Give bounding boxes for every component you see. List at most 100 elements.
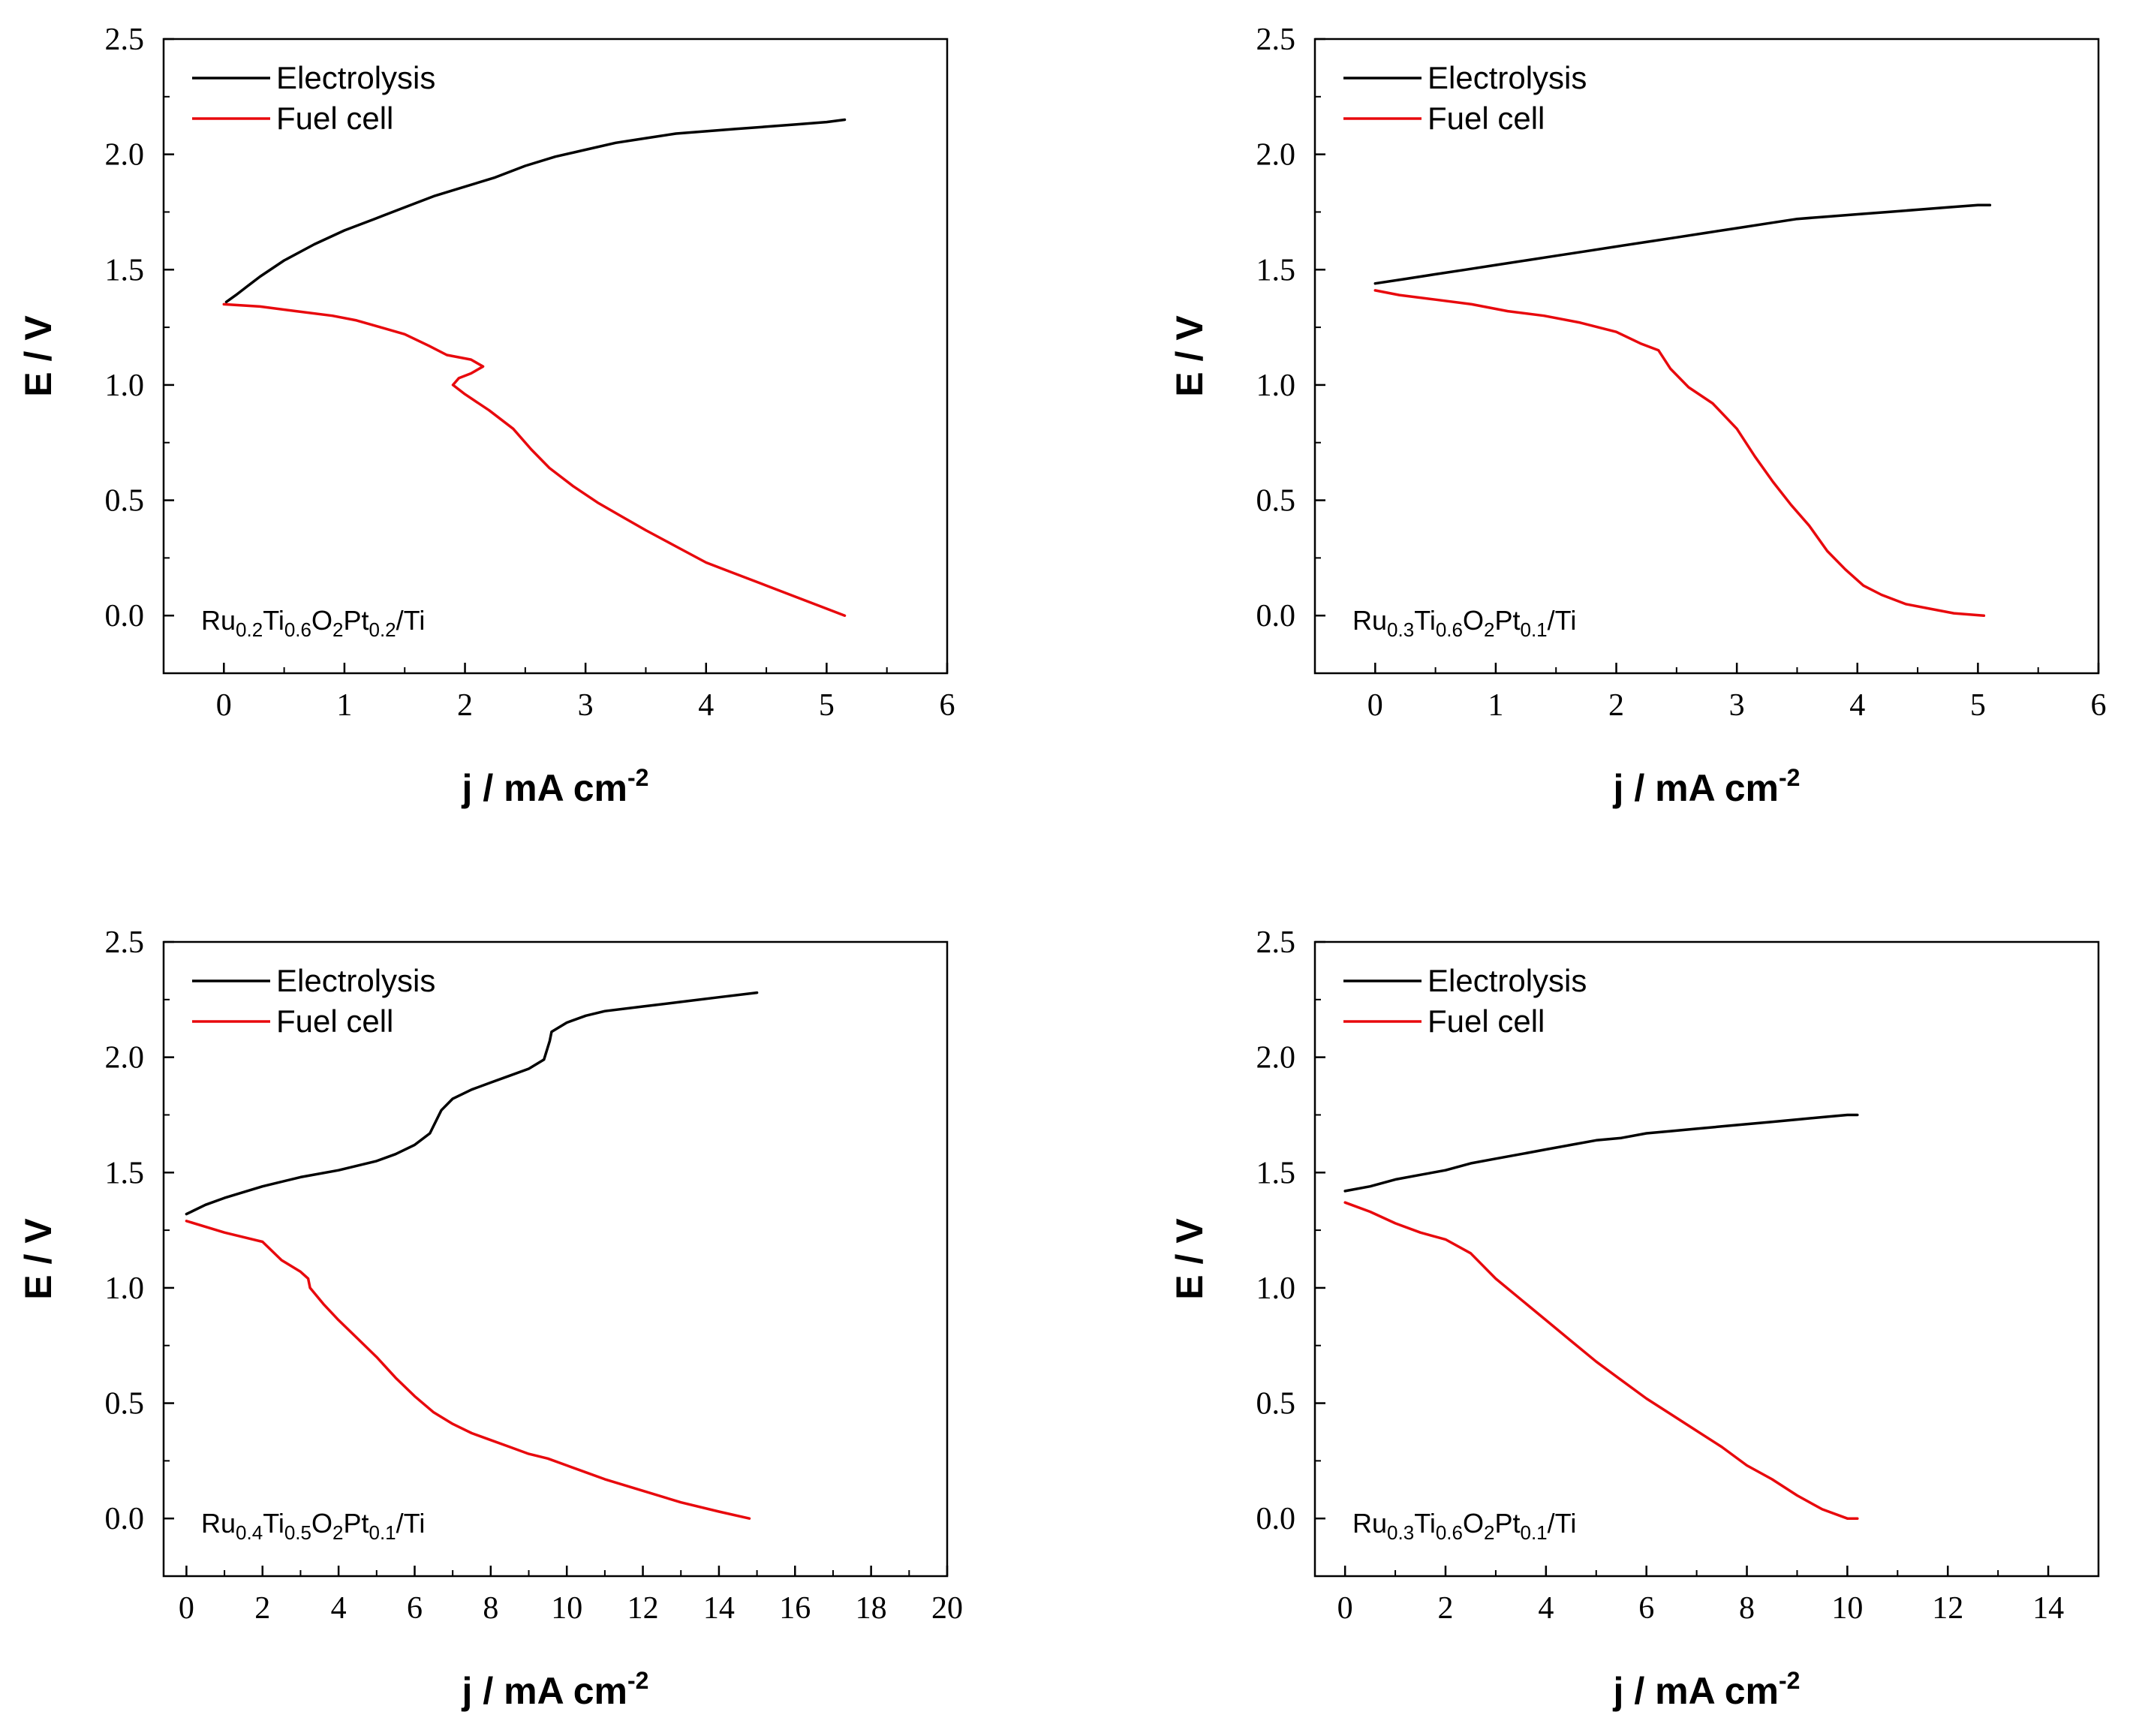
x-axis-title-superscript: -2: [1779, 1667, 1800, 1694]
sample-label-text: O: [1463, 605, 1484, 636]
sample-label-text: Ru: [1352, 605, 1387, 636]
series-line-electrolysis: [224, 118, 847, 304]
sample-label-text: Ru: [1352, 1508, 1387, 1539]
x-tick-label: 4: [1538, 1591, 1554, 1626]
legend-label: Fuel cell: [276, 101, 393, 136]
sample-label-text: Ti: [1414, 1508, 1436, 1539]
x-tick-label: 3: [1729, 688, 1745, 723]
sample-label-subscript: 0.6: [1436, 618, 1463, 641]
chart-panel-2: 0 1 2 3 4 5 6 0.0 0.5 1.0 1.5 2.0 2.5 j / mA cm-2 E / …: [1169, 23, 2107, 809]
x-tick-label: 1: [336, 688, 352, 723]
legend-label: Electrolysis: [276, 963, 435, 998]
x-tick-label: 14: [703, 1591, 735, 1626]
plot-frame: [162, 38, 949, 675]
x-tick-label: 16: [779, 1591, 811, 1626]
x-axis-title-text: j / mA cm: [462, 1670, 627, 1712]
sample-label-subscript: 0.1: [369, 1521, 396, 1544]
x-tick-label: 1: [1488, 688, 1503, 723]
y-axis-title: E / V: [17, 315, 59, 397]
y-axis-title: E / V: [1169, 315, 1211, 397]
x-tick-label: 5: [1970, 688, 1986, 723]
sample-label-subscript: 0.2: [236, 618, 263, 641]
sample-label-subscript: 0.1: [1521, 618, 1548, 641]
x-tick-label: 5: [819, 688, 835, 723]
sample-label-text: Pt: [343, 1508, 369, 1539]
y-tick-label: 1.5: [1256, 1156, 1296, 1190]
y-tick-label: 0.0: [1256, 1502, 1296, 1536]
sample-label-text: Ti: [263, 1508, 284, 1539]
y-tick-label: 1.0: [1256, 1271, 1296, 1306]
y-tick-label: 2.0: [105, 1041, 145, 1076]
x-tick-label: 8: [1739, 1591, 1755, 1626]
series-line-fuel-cell: [185, 1220, 751, 1520]
x-axis-title-superscript: -2: [1779, 764, 1800, 791]
y-tick-label: 0.5: [105, 1387, 145, 1422]
sample-label-text: Ti: [1414, 605, 1436, 636]
series-line-electrolysis: [185, 991, 759, 1216]
x-tick-label: 6: [940, 688, 955, 723]
y-tick-label: 2.5: [105, 23, 145, 57]
x-tick-label: 12: [627, 1591, 659, 1626]
y-tick-label: 1.0: [1256, 369, 1296, 403]
x-axis-title-text: j / mA cm: [462, 767, 627, 809]
sample-label-text: /Ti: [396, 1508, 426, 1539]
x-tick-label: 2: [254, 1591, 270, 1626]
x-tick-label: 4: [698, 688, 714, 723]
legend-label: Fuel cell: [276, 1003, 393, 1039]
sample-label-text: Pt: [1494, 605, 1520, 636]
legend-label: Fuel cell: [1428, 101, 1545, 136]
x-tick-label: 8: [483, 1591, 498, 1626]
sample-label-subscript: 2: [1484, 1521, 1494, 1544]
sample-label: Ru0.4Ti0.5O2Pt0.1/Ti: [201, 1508, 425, 1544]
x-axis-title-text: j / mA cm: [1613, 1670, 1779, 1712]
sample-label: Ru0.3Ti0.6O2Pt0.1/Ti: [1352, 605, 1576, 641]
series-line-electrolysis: [1373, 203, 1992, 285]
y-tick-label: 2.5: [105, 925, 145, 960]
sample-label-text: Pt: [1494, 1508, 1520, 1539]
sample-label-text: /Ti: [1548, 605, 1577, 636]
y-tick-label: 0.0: [105, 1502, 145, 1536]
sample-label-text: /Ti: [1548, 1508, 1577, 1539]
x-tick-label: 0: [216, 688, 232, 723]
x-axis-title-superscript: -2: [627, 764, 648, 791]
y-tick-label: 1.0: [105, 1271, 145, 1306]
plot-frame: [1313, 38, 2100, 675]
plot-frame: [162, 940, 949, 1578]
sample-label-subscript: 0.6: [1436, 1521, 1463, 1544]
sample-label: Ru0.3Ti0.6O2Pt0.1/Ti: [1352, 1508, 1576, 1544]
y-tick-label: 1.5: [105, 1156, 145, 1190]
x-axis-title: j / mA cm-2: [462, 764, 649, 809]
sample-label-text: O: [311, 605, 332, 636]
y-tick-label: 0.5: [1256, 1387, 1296, 1422]
series-line-fuel-cell: [1373, 289, 1986, 617]
x-axis-title: j / mA cm-2: [1613, 1667, 1801, 1712]
sample-label: Ru0.2Ti0.6O2Pt0.2/Ti: [201, 605, 425, 641]
chart-panel-3: 0 2 4 6 8 10 12 14 16 18 20 0.0 0.5 1.0 1.5 2.0 2.5 j / m…: [17, 925, 963, 1712]
x-tick-label: 4: [331, 1591, 347, 1626]
x-tick-label: 4: [1849, 688, 1865, 723]
x-tick-label: 0: [1337, 1591, 1353, 1626]
sample-label-subscript: 2: [1484, 618, 1494, 641]
y-tick-label: 2.0: [1256, 1041, 1296, 1076]
x-tick-label: 6: [1638, 1591, 1654, 1626]
x-axis-title: j / mA cm-2: [1613, 764, 1801, 809]
legend-label: Electrolysis: [1428, 60, 1587, 95]
x-tick-label: 10: [551, 1591, 582, 1626]
sample-label-text: /Ti: [396, 605, 426, 636]
series-line-fuel-cell: [1343, 1201, 1859, 1520]
x-tick-label: 20: [931, 1591, 963, 1626]
sample-label-text: Ti: [263, 605, 284, 636]
x-tick-label: 18: [856, 1591, 887, 1626]
y-tick-label: 1.0: [105, 369, 145, 403]
x-tick-label: 6: [2091, 688, 2107, 723]
chart-panel-1: 0 1 2 3 4 5 6 0.0 0.5 1.0 1.5 2.0 2.5 j / mA cm-2 E / …: [17, 23, 955, 809]
x-axis-title: j / mA cm-2: [462, 1667, 649, 1712]
y-tick-label: 2.0: [105, 138, 145, 173]
sample-label-subscript: 0.4: [236, 1521, 263, 1544]
sample-label-text: Ru: [201, 605, 236, 636]
x-tick-label: 2: [1438, 1591, 1454, 1626]
x-tick-label: 12: [1932, 1591, 1963, 1626]
sample-label-text: O: [311, 1508, 332, 1539]
y-axis-title: E / V: [1169, 1218, 1211, 1300]
x-tick-label: 14: [2032, 1591, 2064, 1626]
